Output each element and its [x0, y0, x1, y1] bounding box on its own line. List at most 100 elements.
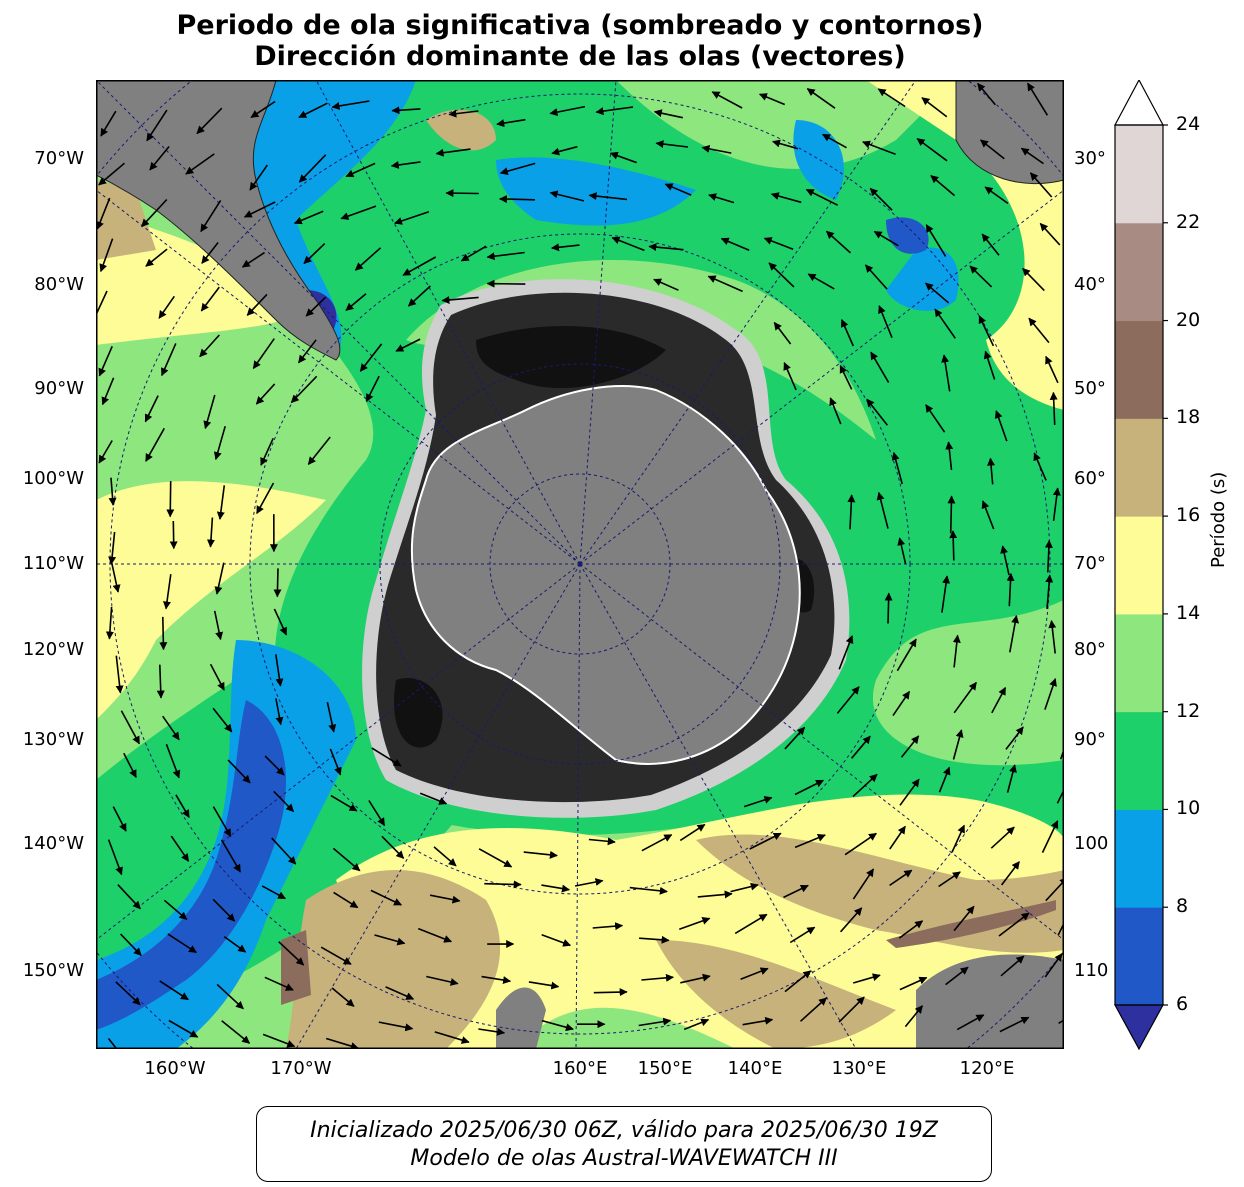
wave-vector-arrow: [866, 398, 889, 426]
wave-vector-arrow: [945, 441, 954, 470]
wave-vector-arrow: [149, 145, 170, 171]
wave-vector-arrow: [426, 975, 459, 986]
wave-vector-arrow: [305, 296, 327, 317]
wave-vector-arrow: [345, 162, 376, 178]
wave-vector-arrow: [840, 318, 855, 347]
lon-label-bottom-4: 150°E: [637, 1058, 693, 1079]
land-new-zealand: [496, 987, 546, 1049]
wave-vector-arrow: [925, 404, 946, 433]
wave-vector-arrow: [1039, 222, 1061, 246]
wave-vector-arrow: [256, 482, 275, 515]
wave-vector-arrow: [96, 197, 111, 230]
lon-label-left-2: 80°W: [34, 274, 84, 295]
wave-vector-arrow: [899, 976, 928, 991]
wave-vector-arrow: [391, 106, 421, 115]
lon-label-bottom-5: 140°E: [727, 1058, 783, 1079]
wave-vector-arrow: [158, 295, 175, 319]
sea-ice-dark-patches: [394, 326, 815, 748]
wave-vector-arrow: [395, 338, 421, 352]
wave-vector-arrow: [641, 834, 673, 852]
wave-vector-arrow: [889, 825, 906, 850]
wave-vector-arrow: [290, 375, 318, 404]
period-band-16-18-n: [426, 109, 496, 151]
wave-vector-arrow: [836, 686, 860, 714]
wave-vector-arrow: [199, 334, 220, 358]
wave-vector-arrow: [374, 934, 406, 946]
wave-vector-arrow: [945, 966, 969, 986]
wave-vector-arrow: [806, 88, 836, 109]
wave-vector-arrow: [697, 890, 733, 899]
wave-vector-arrow: [1020, 147, 1044, 165]
wave-vector-arrow: [107, 1038, 118, 1049]
wave-vector-arrow: [381, 835, 405, 859]
wave-vector-arrow: [429, 894, 461, 904]
wave-vector-arrow: [805, 188, 839, 206]
wave-vector-arrow: [117, 884, 141, 910]
wave-vector-arrow: [407, 285, 431, 307]
wave-vector-arrow: [419, 792, 448, 805]
wave-vector-arrow: [683, 1018, 710, 1031]
wave-vector-arrow: [1000, 861, 1020, 886]
wave-vector-arrow: [98, 440, 113, 464]
footer-line-1: Inicializado 2025/06/30 06Z, válido para…: [310, 1118, 938, 1143]
wave-vector-arrow: [273, 790, 295, 813]
wave-vector-arrow: [941, 575, 951, 613]
wave-vector-arrow: [969, 265, 993, 288]
wave-vector-arrow: [370, 889, 403, 906]
period-band-16-18-se: [656, 940, 896, 1049]
wave-vector-arrow: [298, 154, 327, 183]
wave-vector-arrow: [96, 290, 108, 327]
wave-vector-arrow: [952, 729, 964, 760]
wave-vector-arrow: [273, 568, 282, 598]
wave-vector-arrow: [1029, 172, 1053, 198]
footer-line-2: Modelo de olas Austral-WAVEWATCH III: [410, 1146, 838, 1171]
colorbar-bin: [1115, 809, 1163, 908]
wave-vector-arrow: [325, 1037, 359, 1049]
wave-vector-arrow: [1000, 955, 1025, 977]
wave-vector-arrow: [925, 224, 947, 257]
wave-vector-arrow: [354, 247, 382, 271]
wave-vector-arrow: [870, 351, 890, 383]
wave-vector-arrow: [1044, 678, 1057, 710]
colorbar-bin: [1115, 711, 1163, 810]
wave-vector-arrow: [844, 832, 877, 856]
wave-vector-arrow: [196, 107, 223, 135]
wave-vector-arrow: [648, 243, 684, 252]
wave-vector-arrow: [434, 1031, 470, 1044]
footer-box: Inicializado 2025/06/30 06Z, válido para…: [256, 1106, 992, 1182]
wave-vector-arrow: [216, 485, 226, 520]
wave-vector-arrow: [99, 238, 114, 273]
wave-vector-arrow: [876, 491, 889, 529]
wave-vector-arrow: [1033, 452, 1047, 481]
wave-vector-arrow: [924, 282, 950, 304]
wave-vector-arrow: [523, 850, 558, 859]
wave-vector-arrow: [1027, 82, 1049, 116]
wave-vector-arrow: [203, 394, 216, 430]
wave-vector-arrow: [278, 941, 305, 966]
wave-vector-arrow: [799, 997, 827, 1022]
wave-vector-arrow: [1057, 921, 1064, 936]
wave-vector-arrow: [862, 140, 896, 156]
period-band-6-8-sw: [96, 700, 286, 1030]
wave-vector-arrow: [331, 987, 355, 1007]
colorbar-bin: [1115, 320, 1163, 419]
wave-vector-arrow: [165, 743, 181, 779]
wave-vector-arrow: [260, 437, 274, 466]
wave-vector-arrow: [638, 1017, 672, 1027]
wave-vector-arrow: [161, 343, 177, 377]
wave-vector-arrow: [496, 118, 526, 128]
wave-vector-arrow: [159, 980, 189, 1001]
lon-label-left-4: 100°W: [22, 468, 84, 489]
wave-vector-arrow: [611, 236, 645, 252]
colorbar-bin: [1115, 613, 1163, 713]
wave-vector-arrow: [433, 846, 457, 867]
wave-vector-arrow: [864, 264, 888, 290]
colorbar-under-triangle: [1113, 1004, 1165, 1051]
wave-vector-arrow: [999, 1016, 1030, 1033]
wave-vector-arrow: [592, 922, 624, 931]
wave-vector-arrow: [979, 139, 1005, 160]
lon-label-left-8: 140°W: [22, 833, 84, 854]
wave-vector-arrow: [101, 377, 115, 406]
wave-vector-arrow: [120, 933, 142, 956]
wave-vector-arrow: [212, 806, 232, 838]
